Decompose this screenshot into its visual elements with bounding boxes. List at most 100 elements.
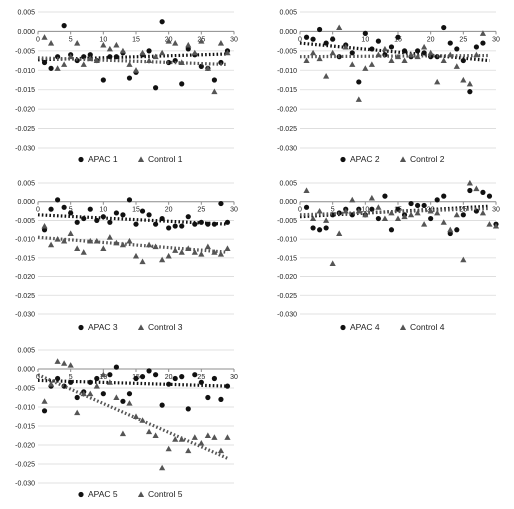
- control-point: [224, 434, 231, 440]
- apac-point: [41, 408, 48, 414]
- control-point: [342, 43, 349, 50]
- apac-legend-label: APAC 4: [350, 322, 380, 332]
- control-point: [100, 245, 107, 251]
- y-tick-label: -0.010: [15, 237, 35, 244]
- apac-point: [224, 219, 231, 225]
- control-point: [427, 49, 434, 56]
- control-point: [47, 241, 55, 248]
- control-point: [381, 215, 389, 222]
- apac-point: [146, 212, 152, 218]
- apac-legend-marker: [78, 156, 84, 163]
- control-point: [309, 49, 317, 56]
- apac-point: [120, 398, 126, 404]
- control-point: [460, 256, 467, 263]
- apac-point: [218, 59, 224, 66]
- control-trendline: [37, 373, 229, 460]
- x-tick-label: 20: [165, 374, 173, 381]
- control-point: [106, 45, 113, 52]
- x-tick-label: 30: [230, 374, 238, 381]
- apac-point: [218, 396, 224, 402]
- y-tick-label: -0.020: [15, 274, 35, 281]
- apac-point: [139, 208, 146, 214]
- scatter-panel-2: 0.005 0.000 -0.005 -0.010 -0.015 -0.020 -0.025…: [277, 10, 500, 165]
- apac-point: [473, 208, 479, 214]
- apac-point: [434, 197, 440, 203]
- control-point: [466, 179, 473, 186]
- apac-point: [473, 44, 479, 50]
- y-tick-label: -0.005: [277, 48, 297, 55]
- apac-trendline: [299, 41, 490, 63]
- apac-point: [61, 23, 67, 29]
- legend-3: APAC 3 Control 3: [78, 322, 183, 332]
- control-point: [349, 61, 356, 67]
- control-point: [362, 211, 369, 218]
- apac-series-3: [37, 197, 231, 233]
- control-point: [106, 379, 113, 385]
- x-tick-label: 15: [394, 36, 402, 43]
- apac-point: [179, 374, 185, 380]
- y-tick-label: -0.025: [15, 462, 35, 469]
- apac-point: [48, 206, 54, 212]
- y-tick-label: 0.000: [279, 29, 297, 36]
- y-tick-label: 0.005: [279, 10, 297, 17]
- x-tick-label: 0: [298, 207, 302, 214]
- apac-trendline: [37, 213, 228, 226]
- control-point: [54, 358, 61, 364]
- apac-point: [48, 65, 54, 71]
- control-legend-label: Control 1: [148, 154, 183, 164]
- y-tick-label: -0.005: [15, 386, 35, 393]
- y-tick-label: -0.015: [277, 255, 297, 262]
- y-tick-label: -0.005: [15, 48, 35, 55]
- apac-point: [172, 375, 178, 382]
- apac-point: [107, 219, 113, 225]
- control-point: [349, 196, 356, 203]
- apac-point: [133, 375, 139, 382]
- control-point: [126, 61, 133, 67]
- control-point: [191, 49, 198, 56]
- control-point: [381, 45, 389, 52]
- y-tick-label: 0.000: [17, 367, 35, 374]
- control-point: [119, 47, 127, 54]
- apac-point: [113, 210, 119, 216]
- x-tick-label: 20: [427, 36, 435, 43]
- y-tick-label: -0.015: [277, 87, 297, 94]
- control-point: [453, 211, 460, 218]
- control-point: [139, 417, 146, 423]
- apac-point: [87, 206, 93, 212]
- control-point: [132, 67, 140, 73]
- x-tick-label: 30: [230, 207, 238, 214]
- scatter-panel-1: 0.005 0.000 -0.005 -0.010 -0.015 -0.020 -0.025…: [15, 10, 238, 165]
- control-point: [100, 371, 107, 378]
- control-point: [74, 245, 81, 251]
- control-point: [132, 252, 140, 259]
- control-point: [401, 213, 408, 220]
- control-point: [67, 230, 74, 237]
- apac-point: [356, 79, 362, 85]
- apac-point: [388, 227, 395, 233]
- y-tick-label: -0.010: [15, 68, 35, 75]
- control-point: [204, 432, 211, 438]
- control-point: [165, 445, 172, 452]
- apac-point: [415, 202, 421, 209]
- control-point: [41, 34, 48, 40]
- control-point: [217, 251, 225, 257]
- apac-point: [447, 40, 453, 46]
- apac-point: [107, 372, 113, 378]
- y-tick-label: -0.030: [15, 146, 35, 153]
- control-point: [434, 209, 441, 216]
- control-point: [178, 436, 185, 442]
- apac-point: [172, 223, 178, 229]
- control-point: [113, 41, 120, 48]
- apac-point: [375, 38, 381, 44]
- legend-2: APAC 2 Control 2: [340, 154, 445, 164]
- apac-point: [100, 391, 106, 397]
- apac-point: [454, 46, 460, 52]
- control-point: [336, 24, 343, 31]
- control-point: [342, 207, 349, 214]
- apac-point: [323, 225, 329, 231]
- apac-point: [179, 223, 185, 229]
- apac-point: [317, 26, 323, 33]
- apac-series-1: [37, 19, 231, 91]
- apac-legend-label: APAC 5: [88, 489, 118, 499]
